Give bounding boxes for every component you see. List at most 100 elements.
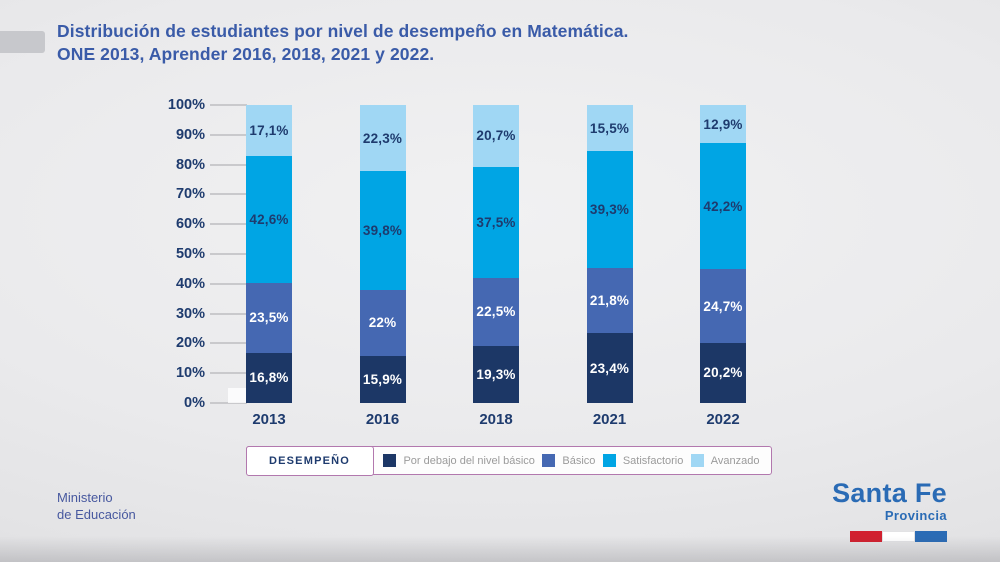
bar-segment-satisfactorio: 42,6% <box>246 155 292 283</box>
bar-segment-basico: 22,5% <box>473 278 519 346</box>
bar-segment-value-label: 39,3% <box>589 202 630 218</box>
bar-2022: 20,2% 24,7% 42,2% 12,9% <box>700 105 746 403</box>
bar-segment-value-label: 21,8% <box>589 293 630 309</box>
background-artifact <box>228 388 246 403</box>
bar-segment-por-debajo-del-nivel-basico: 15,9% <box>359 355 406 403</box>
y-axis-label: 40% <box>175 275 205 292</box>
x-axis-label-2022: 2022 <box>706 411 740 428</box>
bar-segment-value-label: 22% <box>368 315 397 331</box>
bar-segment-satisfactorio: 37,5% <box>473 166 519 279</box>
bar-segment-value-label: 16,8% <box>249 370 289 386</box>
y-axis-label: 50% <box>175 246 205 262</box>
bar-segment-basico: 24,7% <box>700 269 746 343</box>
legend-item-label: Avanzado <box>710 454 760 467</box>
bar-segment-value-label: 20,7% <box>476 128 516 144</box>
bar-segment-value-label: 15,9% <box>362 371 403 387</box>
bar-segment-value-label: 15,5% <box>589 120 630 136</box>
bar-segment-basico: 21,8% <box>586 268 633 334</box>
y-axis-tick <box>210 253 247 255</box>
legend-swatch-satisfactorio-icon <box>602 454 616 467</box>
bar-segment-por-debajo-del-nivel-basico: 19,3% <box>473 345 519 403</box>
legend-swatch-avanzado-icon <box>690 454 704 467</box>
legend-item-satisfactorio: Satisfactorio <box>602 454 684 467</box>
x-axis-label-2018: 2018 <box>479 411 513 428</box>
bar-segment-avanzado: 20,7% <box>473 105 519 167</box>
bar-segment-value-label: 23,5% <box>249 310 289 326</box>
bar-2018: 19,3% 22,5% 37,5% 20,7% <box>473 105 519 403</box>
y-axis-label: 90% <box>175 126 205 143</box>
legend-item-por-debajo-del-nivel-basico: Por debajo del nivel básico <box>383 454 535 467</box>
slide-corner-tab <box>0 31 45 53</box>
legend-title: DESEMPEÑO <box>268 454 351 467</box>
bar-segment-avanzado: 17,1% <box>246 105 292 156</box>
legend-item-label: Satisfactorio <box>622 454 684 467</box>
bar-2013: 16,8% 23,5% 42,6% 17,1% <box>246 105 292 403</box>
x-axis-label-2021: 2021 <box>592 411 627 428</box>
santa-fe-logo-subtitle: Provincia <box>884 508 947 523</box>
y-axis-label: 0% <box>184 395 205 411</box>
x-axis-label-2013: 2013 <box>252 411 286 428</box>
y-axis-label: 20% <box>175 335 205 352</box>
y-axis-label: 70% <box>175 186 205 203</box>
y-axis-tick <box>210 342 247 345</box>
ministry-line1: Ministerio <box>57 490 113 505</box>
legend-item-basico: Básico <box>542 454 595 467</box>
legend-swatch-basico-icon <box>542 454 556 467</box>
bar-segment-por-debajo-del-nivel-basico: 23,4% <box>586 333 633 403</box>
legend-item-label: Básico <box>562 454 596 467</box>
bar-segment-por-debajo-del-nivel-basico: 20,2% <box>700 342 746 403</box>
y-axis-tick <box>210 223 247 226</box>
y-axis-tick <box>210 402 247 404</box>
bar-segment-value-label: 19,3% <box>476 366 516 382</box>
chart-title-line2: ONE 2013, Aprender 2016, 2018, 2021 y 20… <box>57 44 435 64</box>
bar-segment-value-label: 39,8% <box>362 223 403 239</box>
bar-segment-avanzado: 22,3% <box>359 105 406 172</box>
bar-segment-value-label: 24,7% <box>703 298 743 314</box>
bar-2016: 15,9% 22% 39,8% 22,3% <box>359 105 406 403</box>
y-axis-label: 80% <box>175 156 205 173</box>
chart-title-line1: Distribución de estudiantes por nivel de… <box>57 21 629 41</box>
legend-item-avanzado: Avanzado <box>690 454 760 467</box>
y-axis-label: 30% <box>175 305 205 322</box>
y-axis-label: 100% <box>167 97 205 113</box>
bar-segment-por-debajo-del-nivel-basico: 16,8% <box>246 352 292 403</box>
y-axis-tick <box>210 193 247 196</box>
bar-segment-value-label: 22,5% <box>476 304 516 320</box>
bar-segment-value-label: 37,5% <box>476 215 516 231</box>
bar-segment-satisfactorio: 39,3% <box>586 151 633 269</box>
y-axis-tick <box>210 312 247 315</box>
bar-segment-basico: 23,5% <box>246 282 292 353</box>
santa-fe-flag-icon <box>850 531 947 542</box>
santa-fe-logo-name: Santa Fe <box>832 478 947 508</box>
bar-segment-value-label: 23,4% <box>589 360 630 376</box>
ministry-logo-text: Ministerio de Educación <box>57 489 136 523</box>
y-axis-tick <box>210 372 247 375</box>
legend-items: Por debajo del nivel básico Básico Satisfa… <box>372 447 771 474</box>
y-axis-label: 60% <box>175 216 205 233</box>
y-axis-tick <box>210 104 247 106</box>
bar-segment-satisfactorio: 42,2% <box>700 143 746 270</box>
bar-segment-value-label: 22,3% <box>362 130 403 146</box>
legend-title-box: DESEMPEÑO <box>245 445 374 476</box>
bar-segment-satisfactorio: 39,8% <box>359 171 406 291</box>
chart-legend: DESEMPEÑO Por debajo del nivel básico Bás… <box>245 445 772 476</box>
x-axis-label-2016: 2016 <box>365 411 400 428</box>
flag-stripe-0 <box>850 531 883 542</box>
y-axis-tick <box>210 163 247 166</box>
santa-fe-logo: Santa Fe Provincia <box>787 480 947 542</box>
bar-2021: 23,4% 21,8% 39,3% 15,5% <box>586 105 633 403</box>
bar-segment-avanzado: 12,9% <box>700 105 746 144</box>
bar-segment-value-label: 12,9% <box>703 116 743 132</box>
flag-stripe-1 <box>882 531 915 542</box>
bar-segment-value-label: 20,2% <box>703 365 743 381</box>
bar-segment-value-label: 42,2% <box>703 198 743 214</box>
bar-segment-value-label: 17,1% <box>249 123 289 138</box>
chart-title: Distribución de estudiantes por nivel de… <box>57 20 877 66</box>
bar-segment-avanzado: 15,5% <box>586 105 633 152</box>
y-axis-label: 10% <box>175 365 205 382</box>
y-axis-tick <box>210 133 247 136</box>
bar-segment-basico: 22% <box>359 290 406 356</box>
legend-item-label: Por debajo del nivel básico <box>403 454 535 467</box>
flag-stripe-2 <box>914 531 947 542</box>
